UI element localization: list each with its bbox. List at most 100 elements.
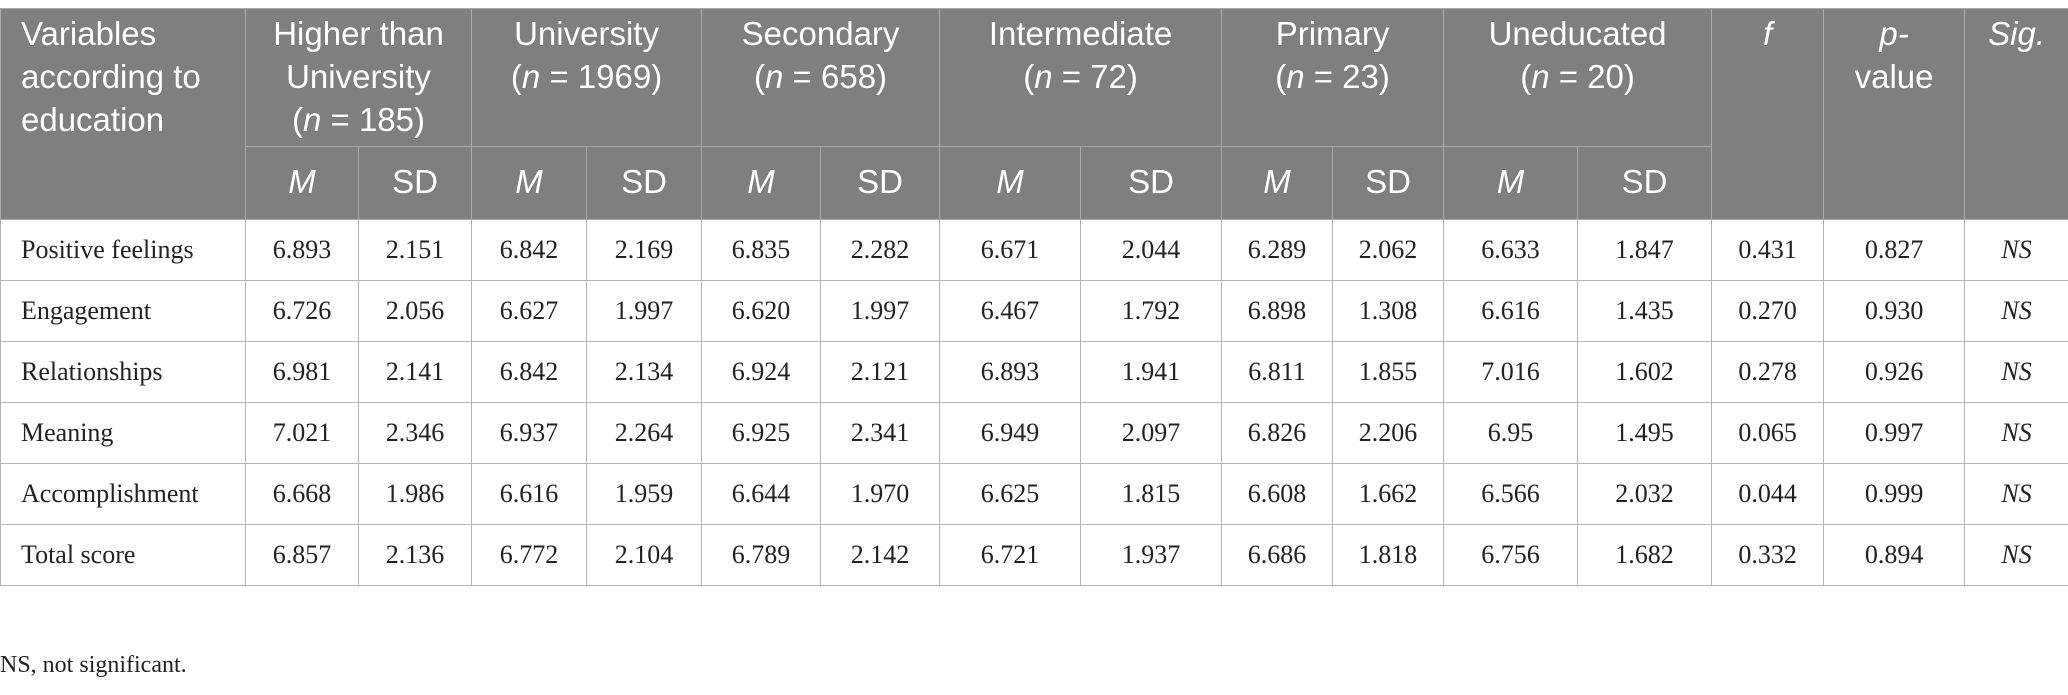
header-mean: M (1443, 145, 1579, 220)
header-sd: SD (357, 145, 473, 220)
group-count: = 658 (783, 57, 877, 95)
group-count: = 185 (321, 100, 415, 138)
sig-cell: NS (1964, 523, 2068, 586)
sig-cell: NS (1964, 340, 2068, 403)
mean-cell: 6.726 (245, 279, 359, 342)
f-cell: 0.044 (1711, 462, 1825, 525)
header-p-value: p- value (1823, 8, 1966, 220)
row-label: Meaning (0, 401, 246, 464)
header-sd: SD (820, 145, 941, 220)
table-row: Meaning 7.021 2.346 6.937 2.264 6.925 2.341 6.9… (0, 401, 2068, 464)
mean-cell: 6.949 (939, 401, 1082, 464)
mean-cell: 6.857 (245, 523, 359, 586)
group-count: = 20 (1549, 57, 1624, 95)
group-name: Intermediate (988, 15, 1173, 52)
header-group: Secondary (n = 658) (701, 8, 941, 147)
mean-cell: 6.627 (471, 279, 588, 342)
sd-cell: 1.997 (586, 279, 703, 342)
p-value-cell: 0.827 (1823, 218, 1966, 281)
mean-cell: 6.95 (1443, 401, 1579, 464)
header-row-stats: M SD M SD M SD M SD M SD M SD (1, 145, 2068, 220)
sd-cell: 1.308 (1332, 279, 1445, 342)
sd-cell: 1.970 (820, 462, 941, 525)
mean-cell: 6.668 (245, 462, 359, 525)
sd-cell: 2.062 (1332, 218, 1445, 281)
group-name: Secondary (741, 15, 900, 52)
sd-cell: 2.134 (586, 340, 703, 403)
sig-cell: NS (1964, 218, 2068, 281)
mean-cell: 6.625 (939, 462, 1082, 525)
mean-cell: 6.633 (1443, 218, 1579, 281)
n-symbol: n (1034, 57, 1053, 95)
results-table: Variables according to education Higher … (0, 8, 2068, 586)
mean-cell: 6.789 (701, 523, 822, 586)
sd-cell: 1.662 (1332, 462, 1445, 525)
sd-cell: 2.151 (357, 218, 473, 281)
p-value-cell: 0.999 (1823, 462, 1966, 525)
sd-cell: 1.792 (1080, 279, 1223, 342)
f-cell: 0.431 (1711, 218, 1825, 281)
sd-cell: 1.602 (1577, 340, 1713, 403)
p-value-cell: 0.997 (1823, 401, 1966, 464)
header-mean: M (939, 145, 1082, 220)
sd-cell: 1.941 (1080, 340, 1223, 403)
sd-cell: 2.104 (586, 523, 703, 586)
group-name: Higher than University (273, 15, 444, 95)
sd-cell: 2.032 (1577, 462, 1713, 525)
header-sd: SD (1332, 145, 1445, 220)
mean-cell: 7.021 (245, 401, 359, 464)
header-group: Uneducated (n = 20) (1443, 8, 1713, 147)
f-cell: 0.278 (1711, 340, 1825, 403)
mean-cell: 6.898 (1221, 279, 1334, 342)
header-mean: M (471, 145, 588, 220)
header-group: Primary (n = 23) (1221, 8, 1445, 147)
sd-cell: 2.346 (357, 401, 473, 464)
header-group: Higher than University (n = 185) (244, 8, 473, 147)
sd-cell: 2.341 (820, 401, 941, 464)
n-symbol: n (302, 100, 322, 138)
group-name: University (514, 15, 659, 52)
row-label: Positive feelings (0, 218, 246, 281)
sd-cell: 2.206 (1332, 401, 1445, 464)
mean-cell: 6.616 (1443, 279, 1579, 342)
p-value-cell: 0.894 (1823, 523, 1966, 586)
n-symbol: n (765, 57, 784, 95)
row-label: Engagement (0, 279, 246, 342)
mean-cell: 6.981 (245, 340, 359, 403)
group-count: = 23 (1304, 57, 1379, 95)
sd-cell: 1.815 (1080, 462, 1223, 525)
group-name: Primary (1275, 15, 1390, 52)
group-count: = 1969 (540, 57, 652, 95)
sd-cell: 2.169 (586, 218, 703, 281)
header-p-label: p- (1879, 15, 1909, 52)
sd-cell: 1.682 (1577, 523, 1713, 586)
sd-cell: 1.986 (357, 462, 473, 525)
n-symbol: n (1286, 57, 1305, 95)
header-f: f (1711, 8, 1825, 220)
mean-cell: 6.925 (701, 401, 822, 464)
sd-cell: 2.282 (820, 218, 941, 281)
mean-cell: 6.644 (701, 462, 822, 525)
p-value-cell: 0.930 (1823, 279, 1966, 342)
f-cell: 0.270 (1711, 279, 1825, 342)
footnote: NS, not significant. (0, 652, 187, 678)
header-variables: Variables according to education (0, 8, 246, 220)
sd-cell: 2.056 (357, 279, 473, 342)
table-row: Accomplishment 6.668 1.986 6.616 1.959 6.644 1… (0, 462, 2068, 525)
sd-cell: 2.136 (357, 523, 473, 586)
row-label: Relationships (0, 340, 246, 403)
mean-cell: 6.620 (701, 279, 822, 342)
sd-cell: 1.997 (820, 279, 941, 342)
sd-cell: 2.121 (820, 340, 941, 403)
table-row: Engagement 6.726 2.056 6.627 1.997 6.620 1.997… (0, 279, 2068, 342)
sd-cell: 1.855 (1332, 340, 1445, 403)
header-value-label: value (1854, 57, 1934, 95)
sd-cell: 2.141 (357, 340, 473, 403)
table-row: Positive feelings 6.893 2.151 6.842 2.169 6.8… (0, 218, 2068, 281)
header-sd: SD (1080, 145, 1223, 220)
mean-cell: 6.566 (1443, 462, 1579, 525)
f-cell: 0.332 (1711, 523, 1825, 586)
mean-cell: 7.016 (1443, 340, 1579, 403)
mean-cell: 6.826 (1221, 401, 1334, 464)
f-cell: 0.065 (1711, 401, 1825, 464)
